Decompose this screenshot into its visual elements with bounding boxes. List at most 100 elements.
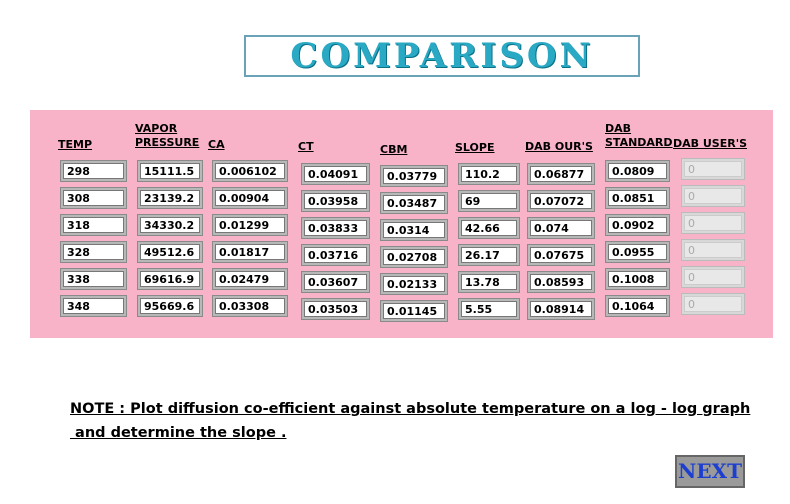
value-field[interactable]: 0.01145 — [380, 300, 448, 322]
value-field[interactable]: 0.08593 — [527, 271, 595, 293]
value-text: 0.1064 — [608, 298, 667, 314]
value-text: 0.08593 — [530, 274, 592, 290]
value-field[interactable]: 0.03716 — [301, 244, 370, 266]
value-field[interactable]: 0.03308 — [212, 295, 288, 317]
value-text: 0.006102 — [215, 163, 285, 179]
value-field: 0 — [681, 239, 745, 261]
value-field[interactable]: 0.1008 — [605, 268, 670, 290]
value-text: 0.0955 — [608, 244, 667, 260]
value-field[interactable]: 0.0314 — [380, 219, 448, 241]
value-field[interactable]: 23139.2 — [137, 187, 203, 209]
value-text: 49512.6 — [140, 244, 200, 260]
value-field[interactable]: 0.02133 — [380, 273, 448, 295]
value-field[interactable]: 348 — [60, 295, 127, 317]
value-field[interactable]: 308 — [60, 187, 127, 209]
value-text: 0.0314 — [383, 222, 445, 238]
value-field[interactable]: 5.55 — [458, 298, 520, 320]
value-text: 0.074 — [530, 220, 592, 236]
value-field[interactable]: 0.0809 — [605, 160, 670, 182]
value-text: 69616.9 — [140, 271, 200, 287]
value-field[interactable]: 110.2 — [458, 163, 520, 185]
value-field[interactable]: 318 — [60, 214, 127, 236]
value-text: 0.0851 — [608, 190, 667, 206]
note: NOTE : Plot diffusion co-efficient again… — [70, 401, 751, 417]
value-field[interactable]: 0.01299 — [212, 214, 288, 236]
value-field[interactable]: 15111.5 — [137, 160, 203, 182]
column-header: DAB STANDARD — [605, 122, 673, 149]
value-field[interactable]: 26.17 — [458, 244, 520, 266]
value-text: 69 — [461, 193, 517, 209]
value-text: 298 — [63, 163, 124, 179]
value-text: 0.03607 — [304, 274, 367, 290]
value-field[interactable]: 0.07675 — [527, 244, 595, 266]
value-field[interactable]: 0.08914 — [527, 298, 595, 320]
value-field[interactable]: 0.03779 — [380, 165, 448, 187]
value-text: 0.03833 — [304, 220, 367, 236]
value-field[interactable]: 0.03607 — [301, 271, 370, 293]
value-text: 13.78 — [461, 274, 517, 290]
value-text: 15111.5 — [140, 163, 200, 179]
note: and determine the slope . — [70, 425, 287, 441]
value-text: 0.1008 — [608, 271, 667, 287]
value-text: 0 — [684, 269, 742, 285]
value-field[interactable]: 95669.6 — [137, 295, 203, 317]
value-text: 0.03779 — [383, 168, 445, 184]
value-field[interactable]: 0.03833 — [301, 217, 370, 239]
value-text: 0.07072 — [530, 193, 592, 209]
value-field[interactable]: 0.03487 — [380, 192, 448, 214]
value-field[interactable]: 0.03503 — [301, 298, 370, 320]
value-field[interactable]: 0.0851 — [605, 187, 670, 209]
value-text: 0 — [684, 215, 742, 231]
value-field[interactable]: 0.006102 — [212, 160, 288, 182]
column-header: SLOPE — [455, 141, 495, 154]
value-text: 0.08914 — [530, 301, 592, 317]
value-field: 0 — [681, 185, 745, 207]
column-header: DAB USER'S — [673, 137, 747, 150]
value-field[interactable]: 34330.2 — [137, 214, 203, 236]
value-field[interactable]: 69616.9 — [137, 268, 203, 290]
value-field[interactable]: 0.00904 — [212, 187, 288, 209]
value-field[interactable]: 0.02708 — [380, 246, 448, 268]
value-field[interactable]: 0.04091 — [301, 163, 370, 185]
value-field: 0 — [681, 293, 745, 315]
column-header: CA — [208, 138, 225, 151]
value-field[interactable]: 0.03958 — [301, 190, 370, 212]
value-field[interactable]: 298 — [60, 160, 127, 182]
value-field[interactable]: 0.1064 — [605, 295, 670, 317]
value-text: 95669.6 — [140, 298, 200, 314]
value-field[interactable]: 13.78 — [458, 271, 520, 293]
value-field[interactable]: 0.074 — [527, 217, 595, 239]
value-text: 0.01299 — [215, 217, 285, 233]
value-text: 0 — [684, 188, 742, 204]
value-field[interactable]: 0.01817 — [212, 241, 288, 263]
value-field[interactable]: 69 — [458, 190, 520, 212]
value-text: 0.06877 — [530, 166, 592, 182]
value-text: 0.00904 — [215, 190, 285, 206]
value-text: 34330.2 — [140, 217, 200, 233]
next-button[interactable]: NEXT — [675, 455, 745, 488]
value-field[interactable]: 328 — [60, 241, 127, 263]
title: COMPARISON — [244, 35, 640, 77]
value-field[interactable]: 0.0955 — [605, 241, 670, 263]
value-field[interactable]: 0.02479 — [212, 268, 288, 290]
value-text: 0.02133 — [383, 276, 445, 292]
value-text: 0.04091 — [304, 166, 367, 182]
value-field[interactable]: 49512.6 — [137, 241, 203, 263]
value-field[interactable]: 42.66 — [458, 217, 520, 239]
value-field[interactable]: 0.0902 — [605, 214, 670, 236]
value-text: 0.01145 — [383, 303, 445, 319]
value-text: 0.02708 — [383, 249, 445, 265]
value-field: 0 — [681, 158, 745, 180]
value-text: 348 — [63, 298, 124, 314]
value-field[interactable]: 0.06877 — [527, 163, 595, 185]
value-field[interactable]: 338 — [60, 268, 127, 290]
value-field: 0 — [681, 212, 745, 234]
value-text: 308 — [63, 190, 124, 206]
value-text: 26.17 — [461, 247, 517, 263]
value-text: 0 — [684, 242, 742, 258]
value-text: 23139.2 — [140, 190, 200, 206]
value-text: 338 — [63, 271, 124, 287]
value-field[interactable]: 0.07072 — [527, 190, 595, 212]
value-text: 0.01817 — [215, 244, 285, 260]
value-text: 318 — [63, 217, 124, 233]
